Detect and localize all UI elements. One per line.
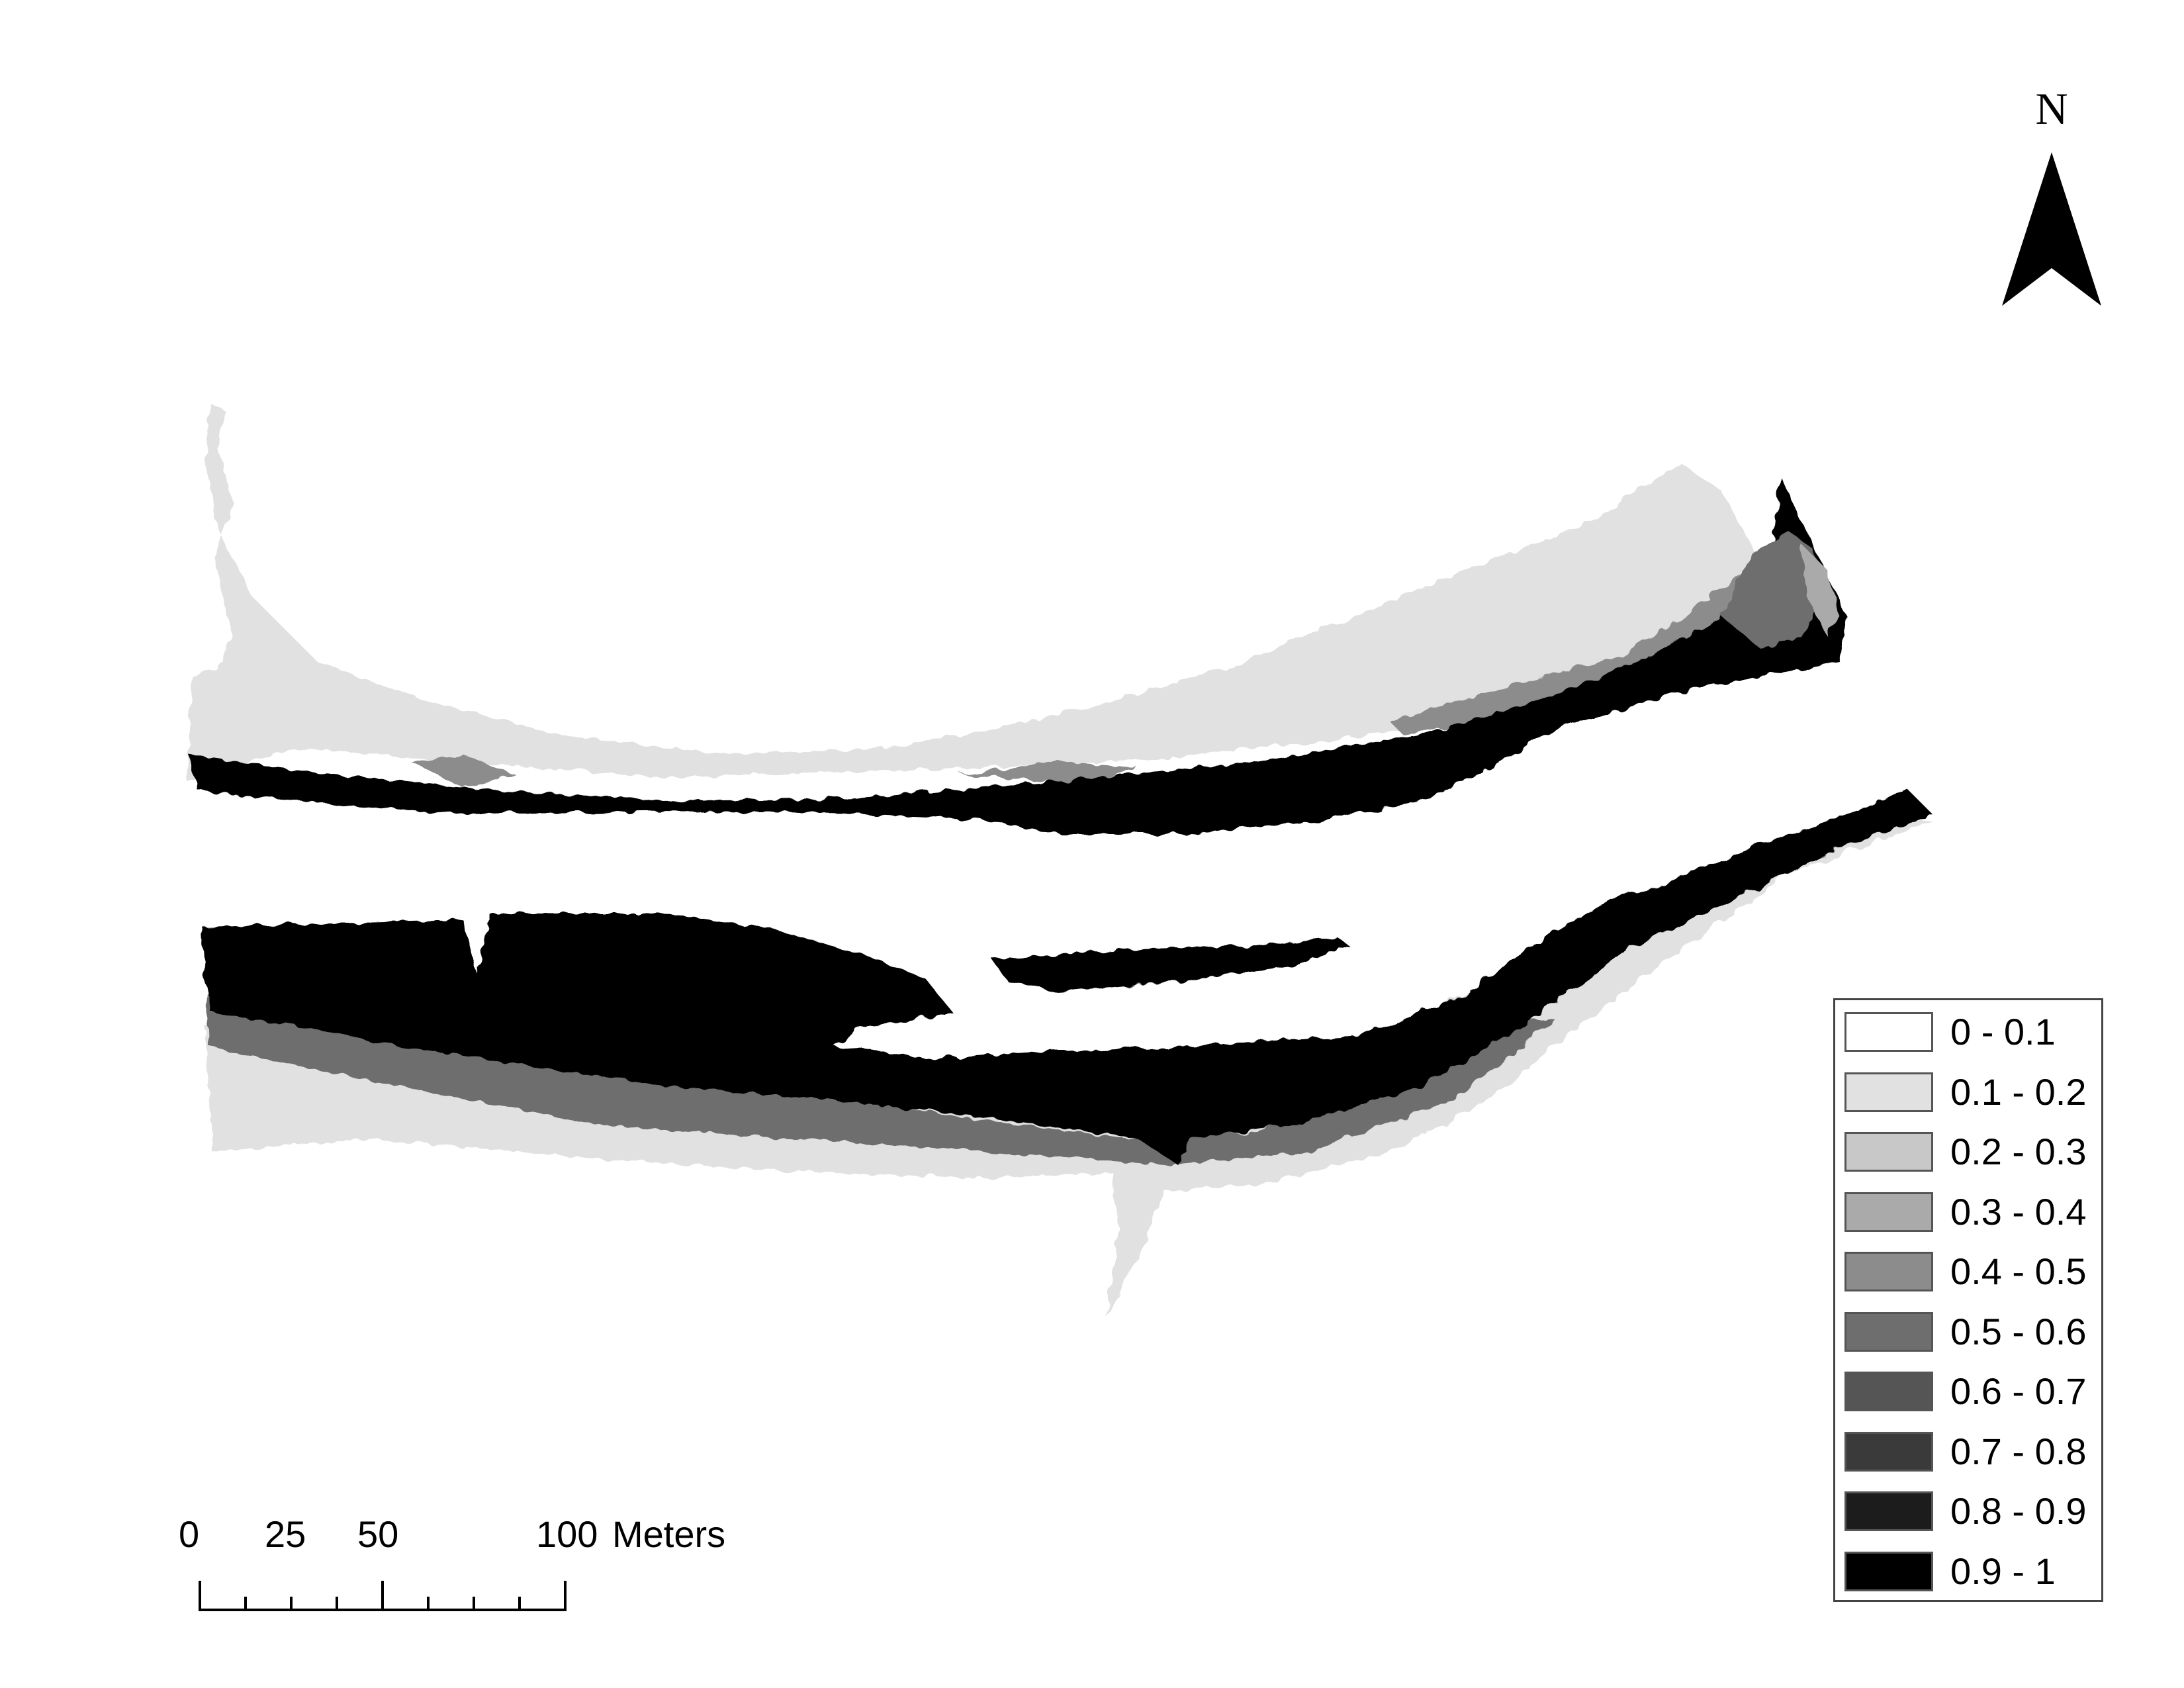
legend-swatch <box>1844 1252 1933 1291</box>
legend-swatch <box>1844 1431 1933 1472</box>
north-arrow: N <box>1992 86 2111 318</box>
scale-tick-label-100: 100 <box>536 1513 598 1555</box>
legend-label: 0.1 - 0.2 <box>1950 1070 2087 1113</box>
legend-item: 0 - 0.1 <box>1844 1012 2096 1052</box>
legend-item: 0.4 - 0.5 <box>1844 1252 2096 1291</box>
north-bank-gradient-light <box>1800 543 1840 635</box>
legend-item: 0.6 - 0.7 <box>1844 1372 2096 1411</box>
scale-tick-label-25: 25 <box>265 1513 306 1555</box>
legend-label: 0.3 - 0.4 <box>1950 1190 2087 1233</box>
south-bank-dark-area <box>202 788 1933 1165</box>
scale-units-label: Meters <box>612 1513 726 1555</box>
north-bank-dark-band <box>189 477 1846 834</box>
north-bank-gradient <box>1721 530 1827 649</box>
south-bank-gray-gradient <box>206 993 1555 1165</box>
legend-label: 0.9 - 1 <box>1950 1550 2056 1592</box>
legend-item: 0.5 - 0.6 <box>1844 1310 2096 1352</box>
legend-swatch <box>1844 1372 1933 1411</box>
legend-swatch <box>1844 1311 1933 1352</box>
legend-swatch <box>1844 1192 1933 1232</box>
legend-label: 0.2 - 0.3 <box>1950 1131 2087 1172</box>
scale-tick-label-0: 0 <box>179 1513 200 1555</box>
legend-label: 0.6 - 0.7 <box>1950 1370 2087 1412</box>
legend-label: 0.7 - 0.8 <box>1950 1430 2087 1472</box>
legend-swatch <box>1844 1551 1933 1591</box>
north-arrow-label: N <box>2035 83 2068 134</box>
legend-label: 0.5 - 0.6 <box>1950 1310 2087 1352</box>
scale-tick-label-50: 50 <box>357 1513 399 1555</box>
scale-bar: 0 25 50 100 Meters <box>179 1516 774 1615</box>
legend-swatch <box>1844 1012 1933 1052</box>
legend-item: 0.3 - 0.4 <box>1844 1192 2096 1232</box>
mid-channel-bar <box>993 937 1350 993</box>
legend-item: 0.7 - 0.8 <box>1844 1430 2096 1472</box>
legend: 0 - 0.1 0.1 - 0.2 0.2 - 0.3 0.3 - 0.4 0.4 - … <box>1833 998 2103 1602</box>
legend-item: 0.2 - 0.3 <box>1844 1132 2096 1172</box>
north-bank-light-area <box>187 404 1780 781</box>
legend-swatch <box>1844 1491 1933 1531</box>
legend-item: 0.8 - 0.9 <box>1844 1491 2096 1531</box>
legend-swatch <box>1844 1132 1933 1172</box>
legend-swatch <box>1844 1072 1933 1112</box>
legend-item: 0.9 - 1 <box>1844 1550 2096 1592</box>
scale-bar-graphic <box>199 1581 567 1611</box>
legend-label: 0.8 - 0.9 <box>1950 1490 2087 1532</box>
legend-label: 0 - 0.1 <box>1950 1011 2056 1053</box>
legend-label: 0.4 - 0.5 <box>1950 1250 2087 1292</box>
legend-item: 0.1 - 0.2 <box>1844 1072 2096 1112</box>
north-arrow-icon <box>2002 152 2101 306</box>
